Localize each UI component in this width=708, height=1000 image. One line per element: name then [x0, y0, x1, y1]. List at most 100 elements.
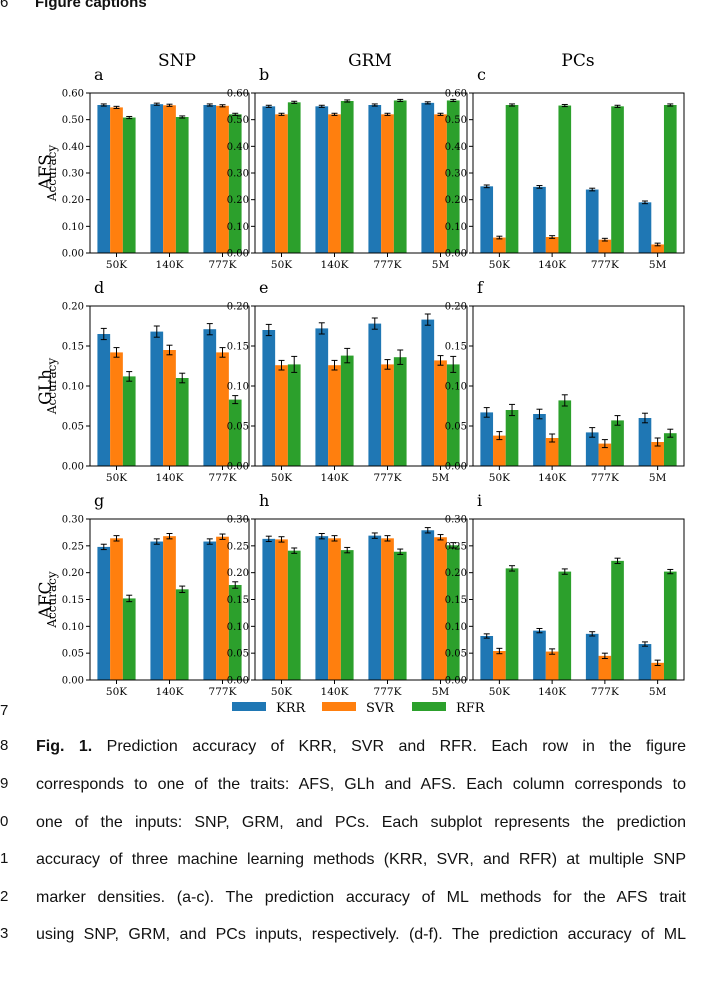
panel-f: f 0.00 0.05 0.10 0.15 0.20 50K 140K 777K 5M — [445, 278, 685, 484]
y-tick-label: 0.15 — [445, 595, 467, 606]
x-tick-label: 50K — [271, 259, 292, 271]
bar-svr-140K — [328, 114, 341, 253]
bar-krr-777K — [368, 535, 382, 680]
bar-svr-5M — [434, 114, 447, 253]
bar-krr-777K — [203, 541, 217, 680]
bar-krr-50K — [262, 106, 276, 253]
panel-d: d 0.00 0.05 0.10 0.15 0.20 Accuracy 50K 140K 777K — [45, 278, 250, 484]
bar-krr-5M — [421, 319, 435, 466]
x-tick-label: 50K — [489, 259, 510, 271]
y-tick-label: 0.10 — [227, 222, 249, 233]
y-tick-label: 0.30 — [445, 515, 467, 526]
axes-frame — [254, 92, 468, 254]
legend-label-krr: KRR — [276, 701, 307, 716]
bar-krr-140K — [533, 186, 546, 253]
bar-krr-50K — [262, 538, 276, 680]
bar-svr-777K — [598, 443, 612, 466]
panel-letter: f — [477, 278, 484, 297]
y-tick-label: 0.10 — [227, 622, 249, 633]
y-tick-label: 0.15 — [227, 595, 249, 606]
bar-krr-140K — [150, 331, 164, 466]
y-tick-label: 0.20 — [227, 302, 249, 313]
legend-label-rfr: RFR — [456, 701, 486, 716]
panel-b: b 0.00 0.10 0.20 0.30 0.40 0.50 0.60 50K 140K 777K… — [227, 65, 468, 271]
bar-krr-50K — [97, 334, 111, 466]
x-tick-label: 5M — [649, 259, 667, 271]
y-tick-label: 0.00 — [62, 462, 84, 473]
bar-svr-50K — [275, 539, 288, 680]
bar-rfr-140K — [175, 589, 189, 680]
x-tick-label: 50K — [106, 686, 127, 698]
column-title-snp: SNP — [158, 51, 196, 71]
y-tick-label: 0.20 — [62, 195, 84, 206]
column-title-grm: GRM — [348, 51, 392, 71]
y-tick-label: 0.50 — [227, 115, 249, 126]
bar-svr-50K — [493, 651, 506, 680]
y-tick-label: 0.50 — [62, 115, 84, 126]
x-tick-label: 5M — [649, 472, 667, 484]
bar-svr-140K — [545, 438, 559, 466]
bar-rfr-5M — [663, 105, 677, 253]
y-tick-label: 0.10 — [62, 222, 84, 233]
caption-text: Prediction accuracy of KRR, SVR and RFR.… — [106, 738, 687, 755]
bar-svr-140K — [163, 350, 176, 466]
y-tick-label: 0.40 — [227, 142, 249, 153]
panel-letter: a — [94, 65, 104, 84]
x-tick-label: 140K — [156, 259, 184, 271]
bar-krr-50K — [480, 412, 494, 466]
panel-i: i 0.00 0.05 0.10 0.15 0.20 0.25 0.30 50K 140K 777K… — [445, 491, 685, 698]
x-tick-label: 50K — [271, 686, 292, 698]
bar-rfr-50K — [505, 410, 519, 466]
bar-krr-5M — [638, 644, 652, 680]
y-tick-label: 0.10 — [227, 382, 249, 393]
bar-rfr-5M — [446, 100, 460, 253]
y-axis-label: Accuracy — [45, 145, 59, 202]
bar-svr-777K — [598, 239, 612, 253]
bar-svr-50K — [493, 237, 506, 253]
y-tick-label: 0.15 — [227, 342, 249, 353]
line-number: 3 — [0, 925, 9, 942]
bar-svr-140K — [163, 536, 176, 680]
caption-line-6: using SNP, GRM, and PCs inputs, respecti… — [36, 926, 686, 943]
line-number: 0 — [0, 813, 9, 830]
bar-rfr-777K — [228, 399, 242, 466]
bar-svr-140K — [545, 237, 559, 253]
row-title-glh: GLh — [36, 369, 56, 405]
axes-frame — [89, 305, 250, 467]
y-tick-label: 0.60 — [445, 89, 467, 100]
bar-krr-140K — [315, 536, 329, 680]
bar-rfr-50K — [287, 550, 301, 680]
bar-svr-140K — [328, 365, 341, 466]
figure-label: Fig. 1. — [36, 738, 93, 755]
panel-letter: g — [94, 491, 104, 510]
bar-krr-140K — [150, 541, 164, 680]
y-tick-label: 0.20 — [445, 568, 467, 579]
x-tick-label: 140K — [538, 259, 566, 271]
bar-rfr-5M — [446, 545, 460, 680]
legend: KRR SVR RFR — [232, 701, 486, 716]
panel-letter: c — [477, 65, 486, 84]
x-tick-label: 777K — [374, 472, 402, 484]
y-tick-label: 0.20 — [62, 568, 84, 579]
line-number: 7 — [0, 702, 9, 719]
y-tick-label: 0.20 — [445, 302, 467, 313]
axes-frame — [254, 305, 468, 467]
bar-svr-777K — [598, 655, 612, 680]
x-tick-label: 50K — [271, 472, 292, 484]
caption-line-4: accuracy of three machine learning metho… — [36, 851, 686, 868]
bar-krr-50K — [480, 186, 494, 253]
bar-svr-140K — [545, 651, 559, 680]
y-tick-label: 0.10 — [62, 622, 84, 633]
y-tick-label: 0.15 — [62, 342, 84, 353]
y-tick-label: 0.20 — [227, 195, 249, 206]
bar-krr-777K — [585, 189, 599, 253]
line-number: 2 — [0, 888, 9, 905]
bar-svr-777K — [381, 538, 394, 680]
y-axis-label: Accuracy — [45, 571, 59, 628]
y-tick-label: 0.05 — [62, 422, 84, 433]
bar-krr-5M — [421, 530, 435, 680]
bar-krr-777K — [585, 432, 599, 466]
x-tick-label: 50K — [489, 686, 510, 698]
bar-krr-777K — [203, 105, 217, 253]
bar-rfr-140K — [558, 571, 572, 680]
